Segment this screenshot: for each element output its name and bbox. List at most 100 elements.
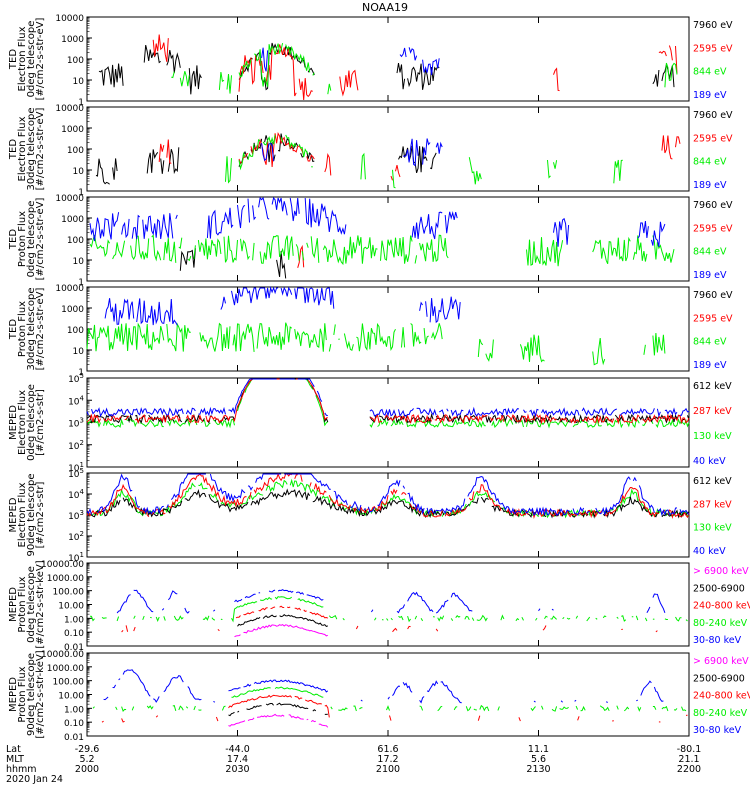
trace-black bbox=[228, 711, 235, 717]
trace-green bbox=[655, 418, 690, 428]
trace-green bbox=[471, 617, 475, 621]
trace-green bbox=[171, 71, 175, 79]
trace-blue bbox=[97, 473, 133, 514]
footer-lat-value: -80.1 bbox=[677, 744, 702, 755]
trace-green bbox=[595, 617, 598, 620]
data-traces bbox=[86, 286, 666, 366]
trace-green bbox=[386, 705, 390, 711]
trace-green bbox=[455, 614, 461, 619]
trace-green bbox=[295, 244, 300, 261]
trace-black bbox=[279, 614, 328, 627]
trace-red bbox=[518, 717, 521, 722]
trace-blue bbox=[350, 500, 362, 512]
y-tick-label: 1 bbox=[78, 188, 84, 198]
trace-red bbox=[309, 482, 312, 487]
trace-blue bbox=[133, 589, 154, 613]
trace-blue bbox=[679, 509, 690, 515]
trace-green bbox=[342, 618, 345, 621]
trace-green bbox=[172, 704, 177, 712]
trace-green bbox=[423, 328, 429, 345]
trace-blue bbox=[297, 378, 315, 387]
trace-green bbox=[632, 235, 648, 262]
trace-red bbox=[294, 607, 302, 611]
trace-red bbox=[477, 715, 481, 721]
y-tick-label: 1000.00 bbox=[47, 664, 84, 674]
trace-blue bbox=[523, 409, 527, 414]
trace-green bbox=[210, 493, 219, 502]
trace-green bbox=[479, 704, 490, 712]
y-tick-label: 102 bbox=[68, 530, 84, 543]
trace-green bbox=[497, 706, 500, 711]
trace-green bbox=[360, 152, 366, 180]
trace-green bbox=[139, 419, 164, 428]
trace-green bbox=[199, 322, 231, 352]
trace-blue bbox=[638, 485, 655, 514]
trace-blue bbox=[419, 301, 424, 311]
trace-green bbox=[359, 707, 363, 710]
trace-black bbox=[166, 50, 181, 74]
y-tick-label: 1 bbox=[78, 98, 84, 108]
trace-green bbox=[89, 615, 95, 622]
y-axis-label: MEPEDProton Flux90deg telescope[#/cm2-s-… bbox=[8, 650, 46, 738]
legend-label: 189 eV bbox=[693, 90, 727, 101]
panel-3: 10000 1000 100 10 1 TEDProton Flux0deg telesc… bbox=[8, 194, 733, 288]
trace-red bbox=[339, 69, 359, 97]
trace-blue bbox=[153, 696, 160, 703]
trace-green bbox=[146, 705, 154, 710]
trace-green bbox=[559, 706, 569, 710]
trace-blue bbox=[402, 485, 406, 489]
trace-blue bbox=[426, 680, 439, 693]
trace-green bbox=[173, 615, 184, 621]
trace-green bbox=[652, 706, 657, 710]
trace-black bbox=[146, 149, 159, 174]
trace-green bbox=[673, 708, 678, 711]
trace-blue bbox=[595, 476, 631, 515]
trace-red bbox=[468, 491, 475, 501]
trace-black bbox=[188, 65, 202, 95]
trace-blue bbox=[142, 505, 164, 515]
trace-black bbox=[208, 494, 249, 513]
trace-green bbox=[256, 322, 292, 350]
trace-blue bbox=[656, 408, 661, 418]
trace-blue bbox=[392, 685, 401, 696]
trace-red bbox=[243, 611, 255, 616]
trace-blue bbox=[198, 406, 226, 417]
trace-green bbox=[575, 615, 579, 619]
trace-blue bbox=[103, 696, 109, 701]
trace-green bbox=[613, 159, 623, 184]
trace-green bbox=[321, 495, 336, 507]
trace-black bbox=[265, 703, 274, 706]
trace-green bbox=[330, 706, 333, 710]
trace-green bbox=[562, 617, 565, 620]
panel-4: 10000 1000 100 10 1 TEDProton Flux30deg teles… bbox=[8, 284, 733, 378]
trace-blue bbox=[247, 485, 254, 491]
y-tick-label: 1 bbox=[78, 368, 84, 378]
y-tick-label: 10 bbox=[73, 77, 85, 87]
trace-green bbox=[155, 616, 160, 623]
trace-green bbox=[187, 255, 192, 262]
trace-blue bbox=[271, 196, 288, 216]
legend-label: 2595 eV bbox=[693, 223, 733, 234]
trace-green bbox=[453, 706, 458, 711]
trace-blue bbox=[529, 408, 539, 418]
trace-green bbox=[166, 418, 198, 427]
y-tick-label: 10000.00 bbox=[41, 650, 84, 660]
y-axis-label: TEDElectron Flux0deg telescope[#/cm2-s-s… bbox=[8, 18, 46, 101]
y-axis-label: MEPEDElectron Flux90deg telescope[#/cm2-… bbox=[8, 473, 46, 556]
legend-label: 612 keV bbox=[693, 476, 732, 487]
trace-blue bbox=[367, 506, 375, 513]
trace-green bbox=[297, 598, 324, 608]
y-tick-label: 1.00 bbox=[64, 705, 84, 715]
trace-green bbox=[197, 238, 222, 260]
trace-red bbox=[675, 136, 681, 148]
trace-blue bbox=[333, 490, 348, 506]
footer-lat-value: -44.0 bbox=[225, 744, 250, 755]
trace-green bbox=[386, 618, 389, 621]
trace-blue bbox=[252, 205, 257, 221]
trace-green bbox=[253, 42, 284, 87]
trace-green bbox=[256, 138, 261, 150]
trace-green bbox=[86, 322, 165, 352]
data-traces bbox=[98, 34, 678, 101]
trace-blue bbox=[399, 47, 407, 58]
